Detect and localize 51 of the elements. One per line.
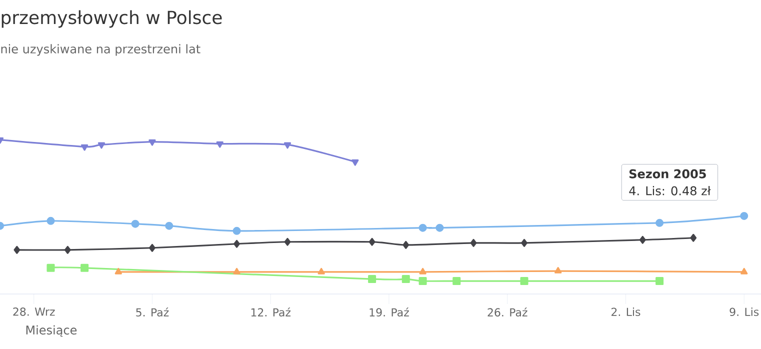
point <box>233 268 240 274</box>
point <box>80 264 89 272</box>
point <box>419 268 426 274</box>
point <box>690 234 697 242</box>
point <box>554 267 562 274</box>
point <box>368 238 376 246</box>
point <box>165 222 174 230</box>
x-tick-label: 19. Paź <box>370 308 409 317</box>
point <box>149 244 156 252</box>
point <box>216 141 224 148</box>
point <box>352 159 359 166</box>
point <box>284 238 291 246</box>
point <box>402 240 410 249</box>
point <box>639 236 646 244</box>
point <box>368 275 376 284</box>
point <box>232 226 241 235</box>
point <box>234 240 240 248</box>
point <box>418 224 427 232</box>
point <box>148 139 156 146</box>
point <box>14 246 20 254</box>
chart-title: przemysłowych w Polsce <box>2 10 222 28</box>
point <box>402 275 410 284</box>
x-tick-label: 9. Lis <box>730 308 759 316</box>
x-tick-label: 28. Wrz <box>13 308 55 316</box>
point <box>470 238 477 247</box>
x-tick-label: 26. Paź <box>488 308 528 317</box>
x-axis-title: Miesiące <box>26 325 77 337</box>
point <box>98 142 106 149</box>
point <box>740 268 748 274</box>
point <box>64 246 71 254</box>
point <box>656 277 664 286</box>
point <box>46 264 55 272</box>
point <box>131 220 140 228</box>
point <box>284 142 292 149</box>
point <box>80 144 88 151</box>
point <box>656 218 664 227</box>
x-tick-label: 2. Lis <box>612 308 640 316</box>
point <box>46 216 55 225</box>
point <box>521 238 528 247</box>
annotation: 4. Lis: 0.48 zł <box>629 186 711 196</box>
point <box>436 224 444 232</box>
x-tick-label: 12. Paź <box>251 308 291 317</box>
point <box>740 212 748 220</box>
point <box>418 277 427 286</box>
point <box>452 277 461 286</box>
point <box>520 277 528 286</box>
x-tick-label: 5. Paź <box>136 308 169 317</box>
point <box>318 268 325 274</box>
point <box>114 268 122 274</box>
chart-subtitle: nie uzyskiwane na przestrzeni lat <box>1 44 200 56</box>
annotation: Sezon 2005 <box>629 169 706 178</box>
